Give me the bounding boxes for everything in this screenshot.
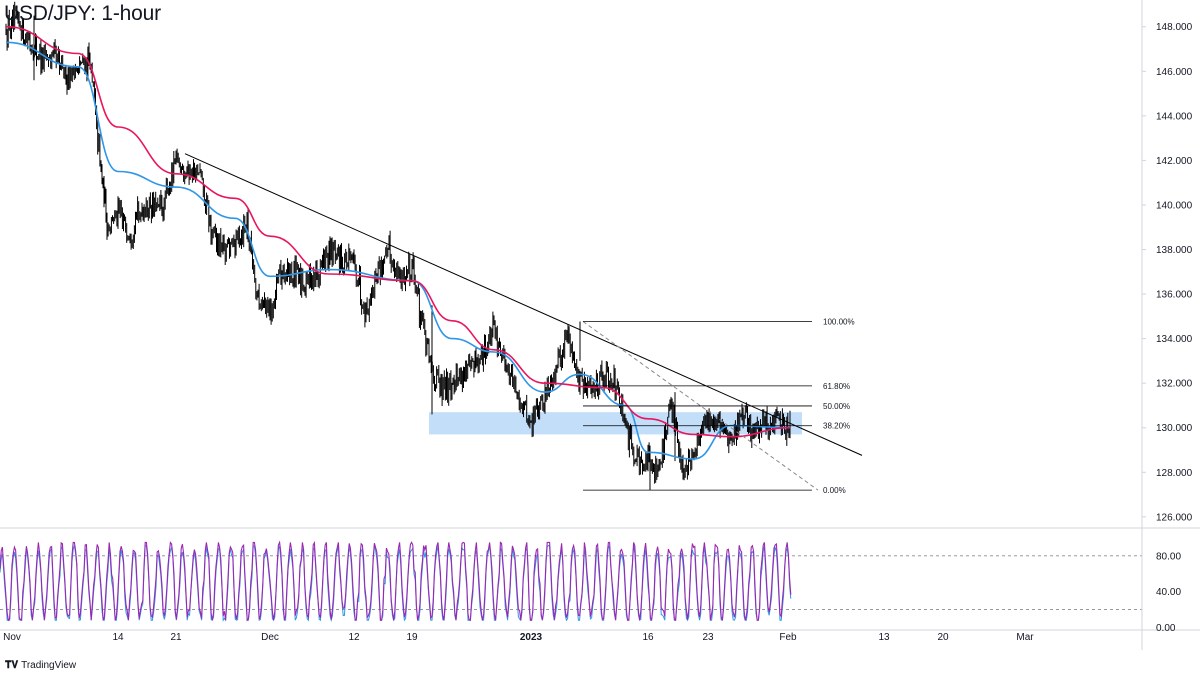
time-tick-label: 12: [348, 632, 360, 643]
price-tick-label: 132.000: [1156, 379, 1193, 390]
fibonacci-trend-line: [582, 321, 819, 491]
price-tick-label: 148.000: [1156, 22, 1193, 33]
stochastic-tick-label: 40.00: [1156, 587, 1181, 598]
time-tick-label: Nov: [3, 632, 21, 643]
price-pane: 100.00% 61.80% 50.00% 38.20% 0.00%: [5, 1, 863, 495]
price-tick-label: 134.000: [1156, 334, 1193, 345]
price-tick-label: 146.000: [1156, 67, 1193, 78]
fibonacci-level-label: 50.00%: [823, 402, 850, 411]
stochastic-tick-label: 0.00: [1156, 623, 1176, 634]
time-tick-label: 23: [702, 632, 714, 643]
time-tick-label: 14: [112, 632, 124, 643]
brand-label: TradingView: [21, 660, 77, 671]
chart-title: USD/JPY: 1-hour: [4, 2, 161, 25]
stochastic-k-line: [0, 540, 792, 622]
time-tick-label: 20: [937, 632, 949, 643]
tradingview-logo-icon: 𝐓𝐕: [5, 660, 19, 671]
time-tick-label: 19: [406, 632, 418, 643]
time-tick-label: 2023: [520, 632, 543, 643]
time-tick-label: 13: [878, 632, 890, 643]
price-tick-label: 138.000: [1156, 245, 1193, 256]
fast-moving-average: [5, 41, 791, 460]
price-tick-label: 130.000: [1156, 423, 1193, 434]
stochastic-tick-label: 80.00: [1156, 551, 1181, 562]
price-tick-label: 140.000: [1156, 200, 1193, 211]
tradingview-brand: 𝐓𝐕 TradingView: [5, 660, 76, 671]
time-tick-label: Feb: [779, 632, 797, 643]
axes: 148.000 146.000 144.000 142.000 140.000 138.0…: [0, 0, 1200, 650]
price-tick-label: 128.000: [1156, 468, 1193, 479]
fibonacci-level-label: 61.80%: [823, 382, 850, 391]
time-tick-label: 21: [170, 632, 182, 643]
slow-moving-average: [5, 25, 791, 438]
price-tick-label: 144.000: [1156, 111, 1193, 122]
fibonacci-level-label: 100.00%: [823, 317, 855, 326]
price-tick-label: 136.000: [1156, 290, 1193, 301]
fibonacci-level-label: 38.20%: [823, 422, 850, 431]
fibonacci-level-label: 0.00%: [823, 486, 846, 495]
descending-trendline: [184, 153, 863, 456]
stochastic-pane: [0, 540, 1142, 623]
time-tick-label: Mar: [1016, 632, 1034, 643]
price-tick-label: 142.000: [1156, 156, 1193, 167]
time-tick-label: Dec: [261, 632, 279, 643]
support-zone: [429, 412, 802, 435]
price-tick-label: 126.000: [1156, 512, 1193, 523]
time-tick-label: 16: [642, 632, 654, 643]
